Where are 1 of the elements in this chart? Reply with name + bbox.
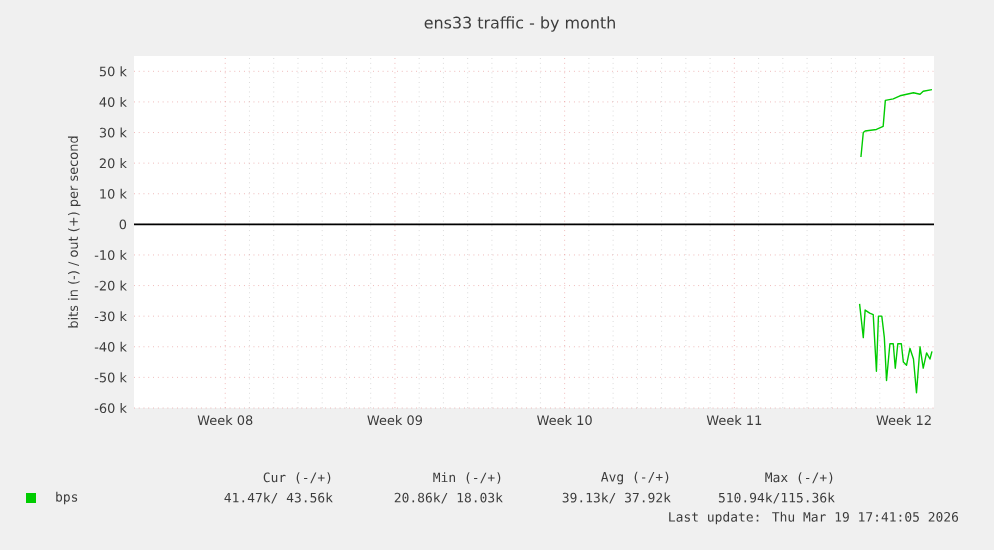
- line-series: [858, 303, 933, 394]
